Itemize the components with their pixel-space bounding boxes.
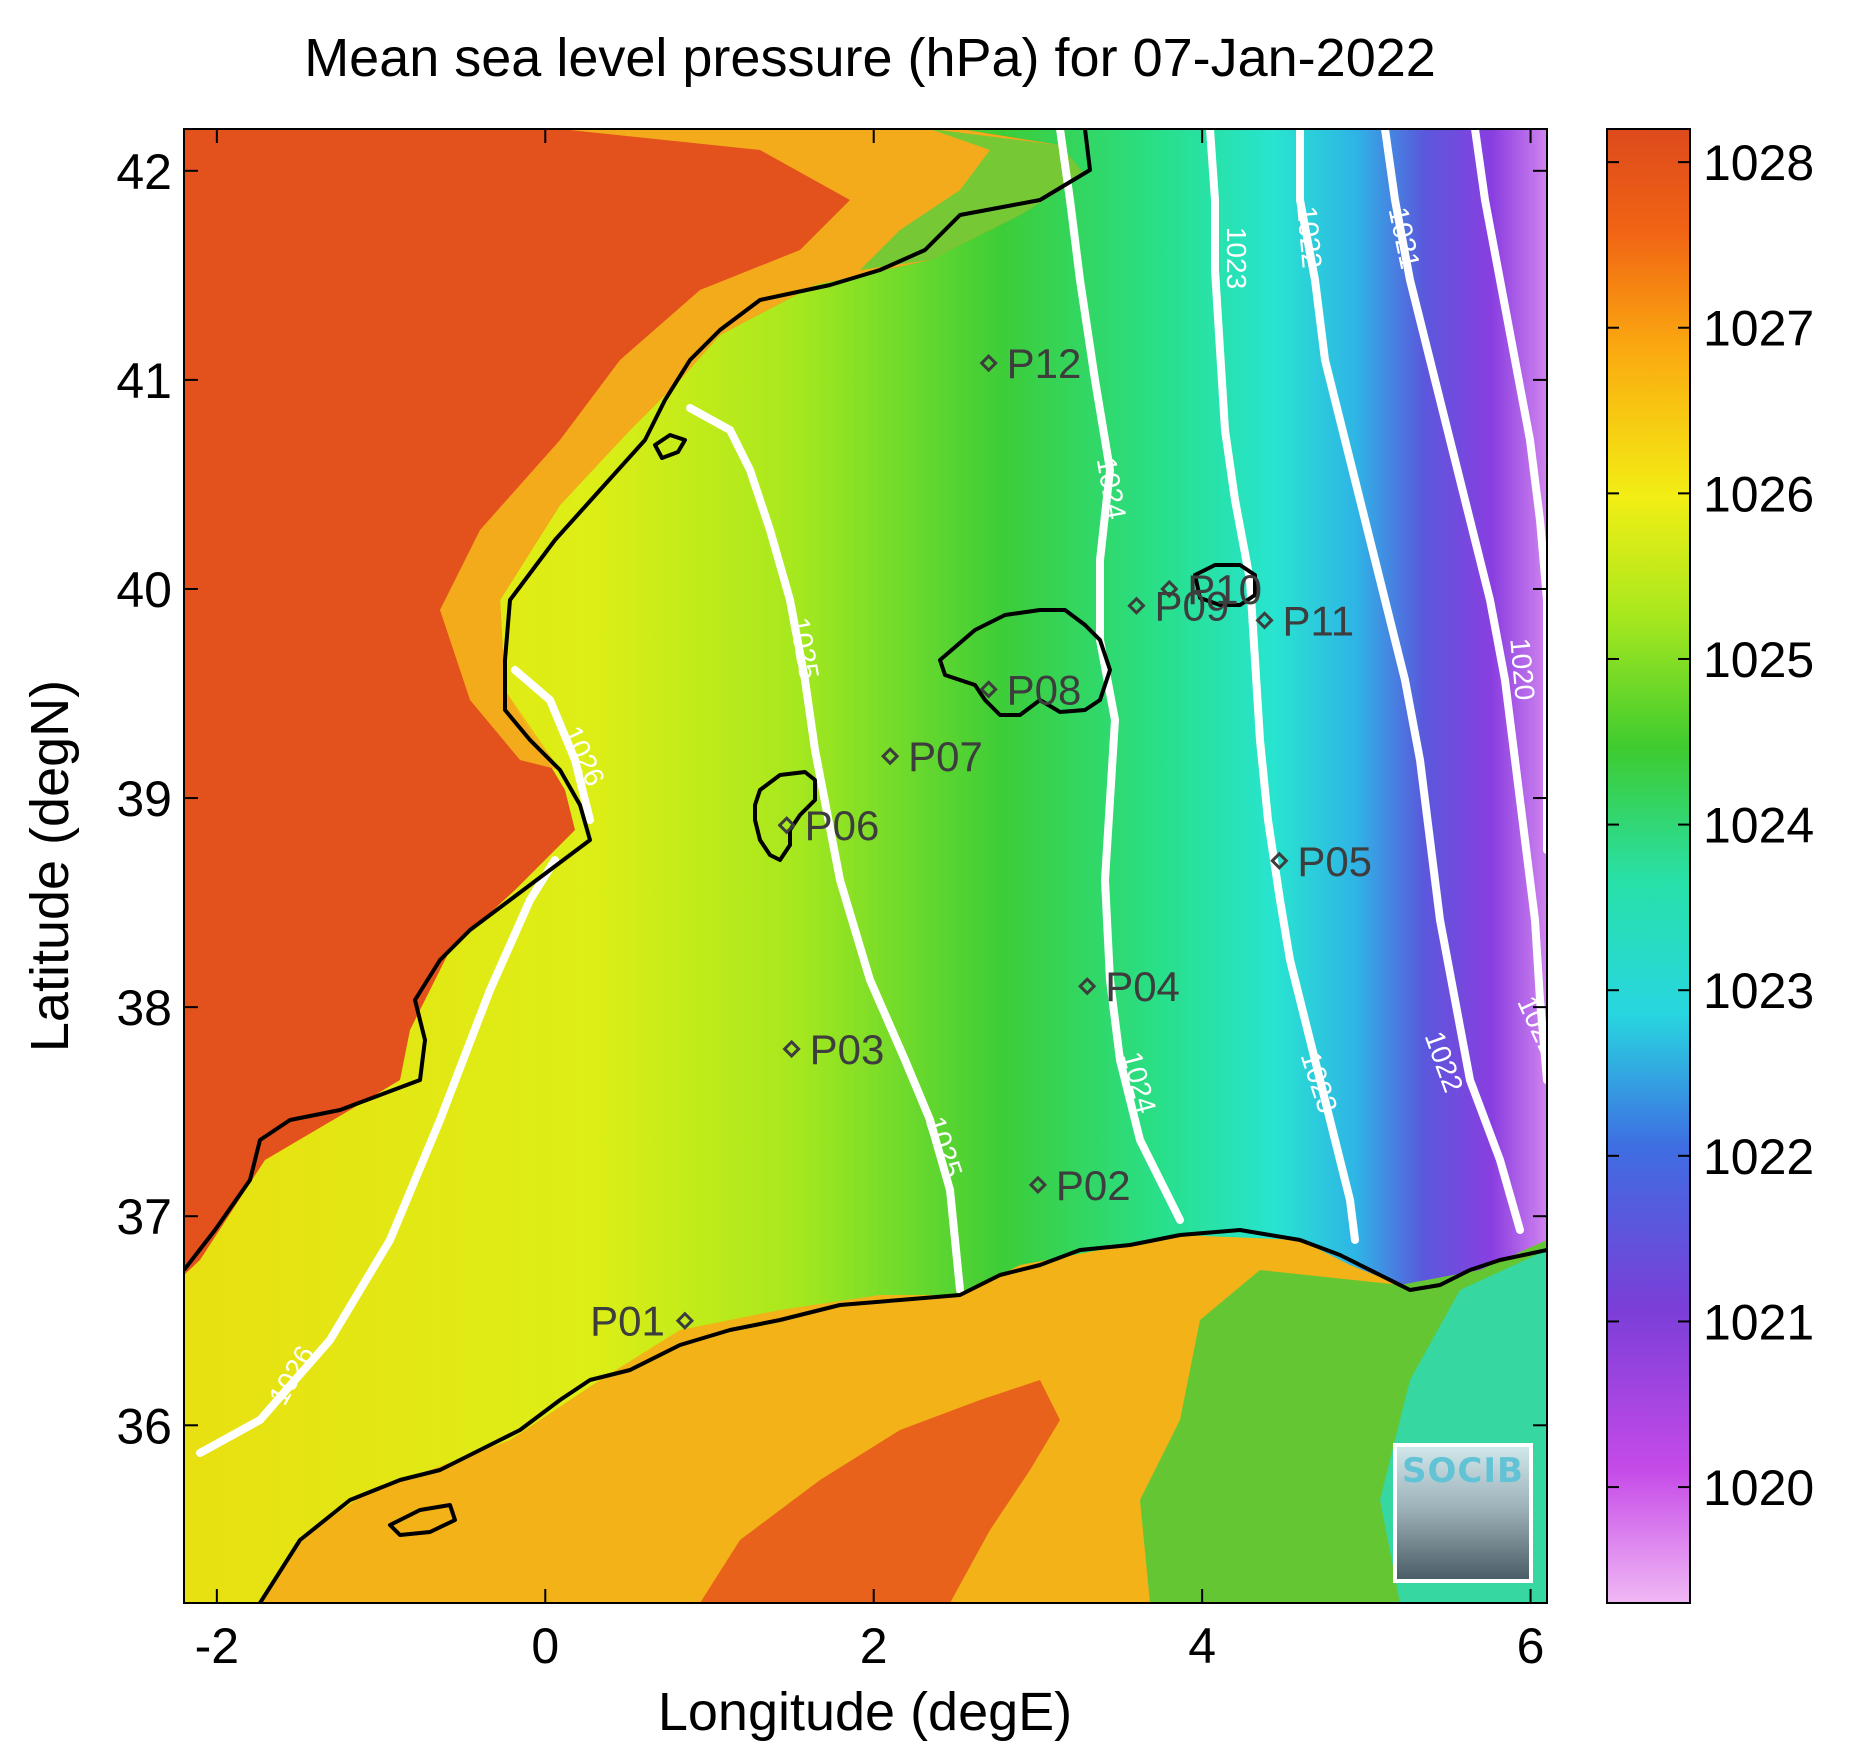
y-tick-label: 41	[116, 353, 172, 409]
station-label: P04	[1105, 963, 1180, 1010]
isobar-1020	[1471, 129, 1547, 854]
colorbar-tick-label: 1023	[1703, 963, 1814, 1019]
x-tick-label: 2	[860, 1618, 888, 1674]
coastline-mallorca	[938, 608, 1112, 717]
colorbar-tick-label: 1027	[1703, 301, 1814, 357]
station-label: P06	[805, 802, 880, 849]
station-marker	[979, 680, 998, 699]
coastline-iberia	[184, 129, 1092, 1272]
station-marker	[1078, 977, 1097, 996]
station-marker	[881, 747, 900, 766]
x-axis-label: Longitude (degE)	[658, 1682, 1072, 1742]
colorbar	[1606, 128, 1691, 1604]
station-p07[interactable]: P07	[881, 733, 983, 780]
colorbar-tick-label: 1021	[1703, 1294, 1814, 1350]
africa-hot-core	[700, 1380, 1060, 1603]
isobar-1022	[1296, 129, 1524, 1234]
isobar-1026	[196, 856, 559, 1457]
isobar-1023	[1206, 129, 1359, 1244]
coastlines	[184, 129, 1547, 1603]
socib-logo-text: SOCIB	[1402, 1451, 1524, 1491]
colorbar-ticks: 1028 1027 1026 1025 1024 1023 1022 1021 1020	[1607, 135, 1814, 1516]
pressure-field: 1026 1026 1025 1025 1024 1024 1023 1023 …	[184, 129, 1547, 1603]
y-axis-label: Latitude (degN)	[20, 680, 80, 1052]
station-label: P11	[1283, 597, 1355, 644]
coastline-columbretes	[653, 433, 687, 460]
colorbar-tick-label: 1024	[1703, 798, 1814, 854]
plot-frame	[183, 128, 1548, 1604]
x-tick-label: 0	[531, 1618, 559, 1674]
y-tick-label: 40	[116, 562, 172, 618]
station-marker	[1270, 851, 1289, 870]
colorbar-tick-label: 1022	[1703, 1129, 1814, 1185]
station-label: P05	[1297, 838, 1372, 885]
station-p12[interactable]: P12	[979, 340, 1082, 387]
station-marker	[1255, 611, 1274, 630]
station-p06[interactable]: P06	[777, 802, 880, 849]
station-p09[interactable]: P09	[1127, 583, 1229, 630]
iberia-land	[184, 129, 1085, 1275]
x-tick-label: -2	[195, 1618, 239, 1674]
isobar-1025	[686, 404, 964, 1294]
y-tick-label: 38	[116, 980, 172, 1036]
station-p02[interactable]: P02	[1028, 1162, 1131, 1209]
x-tick-label: 4	[1188, 1618, 1216, 1674]
station-label: P12	[1007, 340, 1082, 387]
colorbar-tick-label: 1020	[1703, 1460, 1814, 1516]
coastline-alboran	[388, 1503, 457, 1537]
station-p05[interactable]: P05	[1270, 838, 1372, 885]
y-axis: 42 41 40 39 38 37 36	[116, 144, 1547, 1454]
coastline-africa	[258, 1228, 1547, 1603]
station-p11[interactable]: P11	[1255, 597, 1355, 644]
colorbar-tick-label: 1025	[1703, 632, 1814, 688]
station-label: P10	[1187, 566, 1262, 613]
station-marker	[979, 354, 998, 373]
station-label: P08	[1007, 666, 1082, 713]
station-label: P03	[810, 1026, 885, 1073]
coastline-ibiza	[753, 770, 817, 862]
station-p10[interactable]: P10	[1160, 566, 1262, 613]
station-p04[interactable]: P04	[1078, 963, 1180, 1010]
station-marker	[1127, 596, 1146, 615]
station-marker	[1028, 1175, 1048, 1194]
station-p01[interactable]: P01	[590, 1298, 694, 1345]
iberia-green-fringe	[860, 129, 1085, 270]
contour-label-1022-north: 1022	[1291, 205, 1327, 270]
y-tick-label: 36	[116, 1398, 172, 1454]
station-label: P01	[590, 1298, 665, 1345]
socib-logo: SOCIB	[1393, 1443, 1533, 1583]
station-marker	[1160, 579, 1179, 599]
station-marker	[782, 1039, 801, 1059]
x-axis: -2 0 2 4 6	[195, 129, 1545, 1674]
y-tick-label: 39	[116, 771, 172, 827]
contour-label-1020: 1020	[1504, 637, 1540, 702]
station-label: P07	[908, 733, 983, 780]
station-label: P09	[1154, 583, 1229, 630]
station-p03[interactable]: P03	[782, 1026, 885, 1073]
contour-label-1023-north: 1023	[1221, 227, 1252, 289]
coastline-menorca	[1193, 563, 1257, 607]
isobar-1021	[1381, 129, 1547, 1084]
y-tick-label: 42	[116, 144, 172, 200]
station-marker	[777, 816, 796, 835]
station-p08[interactable]: P08	[979, 666, 1082, 713]
station-marker	[675, 1311, 694, 1330]
colorbar-tick-label: 1028	[1703, 135, 1814, 191]
chart-title: Mean sea level pressure (hPa) for 07-Jan…	[304, 28, 1436, 88]
station-label: P02	[1056, 1162, 1131, 1209]
x-tick-label: 6	[1517, 1618, 1545, 1674]
isobar-1026-north	[511, 666, 594, 824]
y-tick-label: 37	[116, 1189, 172, 1245]
colorbar-tick-label: 1026	[1703, 466, 1814, 522]
